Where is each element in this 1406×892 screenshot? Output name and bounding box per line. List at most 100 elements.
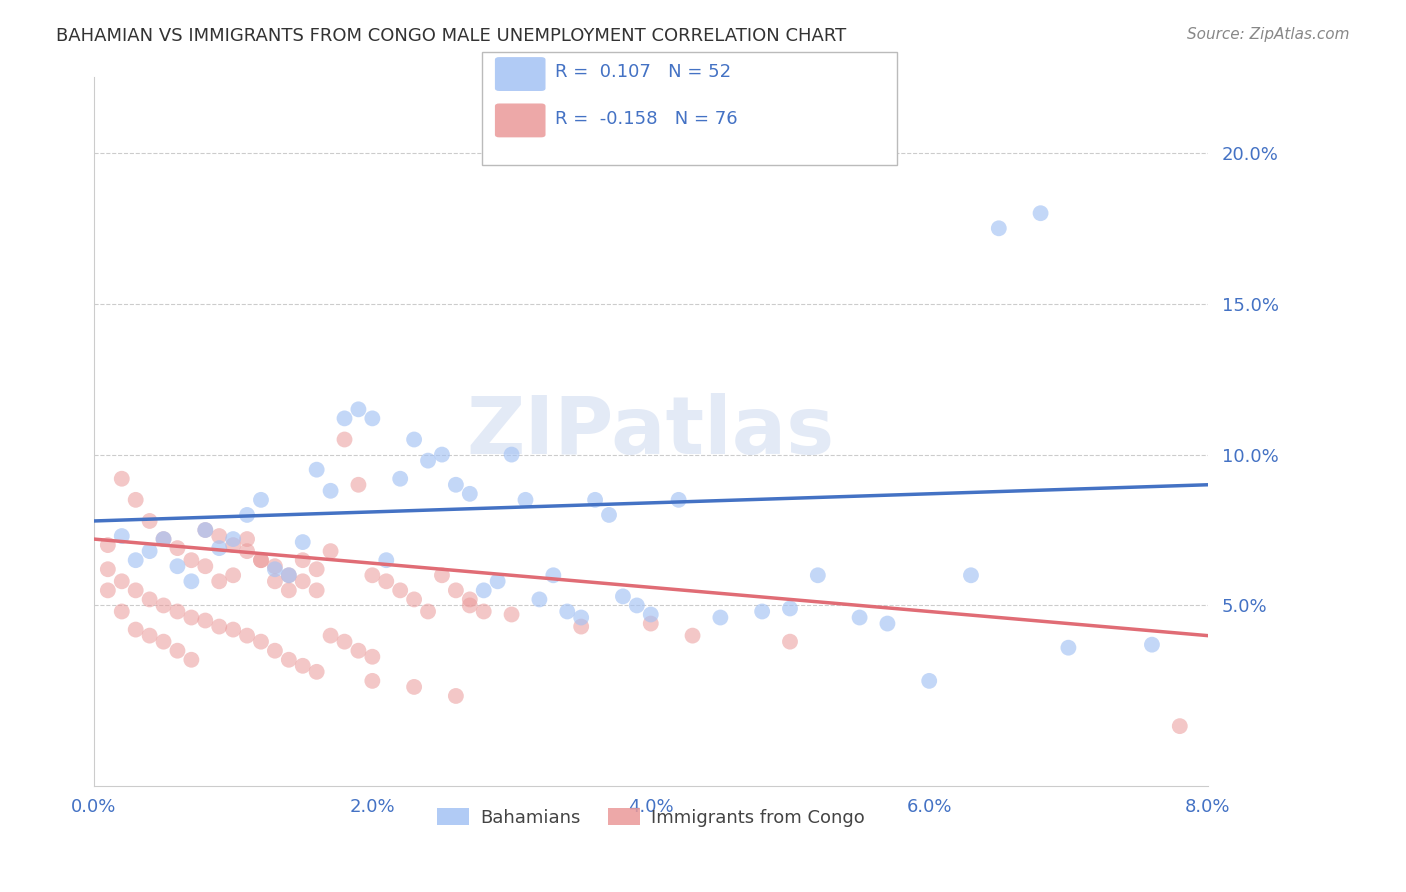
Point bbox=[640, 607, 662, 622]
Point bbox=[598, 508, 620, 522]
Point bbox=[918, 673, 941, 688]
Point bbox=[236, 508, 259, 522]
Point bbox=[375, 553, 398, 567]
Point bbox=[208, 574, 231, 589]
Point bbox=[444, 583, 467, 598]
Point bbox=[111, 574, 134, 589]
Point bbox=[277, 583, 299, 598]
Point bbox=[1140, 638, 1163, 652]
Point bbox=[152, 532, 174, 546]
Point bbox=[277, 568, 299, 582]
Point bbox=[404, 433, 426, 447]
Point bbox=[848, 610, 870, 624]
Point bbox=[389, 472, 412, 486]
Point bbox=[472, 583, 495, 598]
Point bbox=[194, 523, 217, 537]
Point bbox=[807, 568, 830, 582]
Legend: Bahamians, Immigrants from Congo: Bahamians, Immigrants from Congo bbox=[430, 801, 872, 834]
Point bbox=[501, 448, 523, 462]
Point bbox=[319, 629, 342, 643]
Point bbox=[222, 568, 245, 582]
Point bbox=[347, 643, 370, 657]
Point bbox=[876, 616, 898, 631]
Point bbox=[291, 574, 314, 589]
Point bbox=[501, 607, 523, 622]
Point bbox=[236, 544, 259, 558]
Point bbox=[305, 463, 328, 477]
Point bbox=[277, 568, 299, 582]
Point bbox=[97, 538, 120, 552]
Point bbox=[125, 583, 148, 598]
Point bbox=[291, 553, 314, 567]
Point bbox=[333, 411, 356, 425]
Point bbox=[208, 529, 231, 543]
Point bbox=[250, 553, 273, 567]
Point bbox=[222, 532, 245, 546]
Point bbox=[125, 623, 148, 637]
Point bbox=[152, 532, 174, 546]
Point bbox=[250, 492, 273, 507]
Point bbox=[960, 568, 983, 582]
Point bbox=[138, 544, 160, 558]
Point bbox=[458, 592, 481, 607]
Point bbox=[166, 541, 188, 555]
Point bbox=[194, 523, 217, 537]
Point bbox=[347, 402, 370, 417]
Point bbox=[361, 673, 384, 688]
Point bbox=[779, 634, 801, 648]
Point bbox=[472, 605, 495, 619]
Point bbox=[180, 553, 202, 567]
Point bbox=[152, 634, 174, 648]
Point bbox=[430, 568, 453, 582]
Point bbox=[305, 583, 328, 598]
Point bbox=[166, 605, 188, 619]
Point bbox=[277, 653, 299, 667]
Point bbox=[180, 610, 202, 624]
Point bbox=[444, 477, 467, 491]
Point bbox=[125, 553, 148, 567]
Point bbox=[375, 574, 398, 589]
Point bbox=[987, 221, 1010, 235]
Point bbox=[111, 472, 134, 486]
Point bbox=[626, 599, 648, 613]
Point bbox=[361, 411, 384, 425]
Point bbox=[111, 605, 134, 619]
Point bbox=[208, 541, 231, 555]
Text: BAHAMIAN VS IMMIGRANTS FROM CONGO MALE UNEMPLOYMENT CORRELATION CHART: BAHAMIAN VS IMMIGRANTS FROM CONGO MALE U… bbox=[56, 27, 846, 45]
Point bbox=[180, 574, 202, 589]
Point bbox=[1057, 640, 1080, 655]
Point bbox=[152, 599, 174, 613]
Point bbox=[751, 605, 773, 619]
Point bbox=[779, 601, 801, 615]
Point bbox=[529, 592, 551, 607]
Point bbox=[389, 583, 412, 598]
Point bbox=[291, 535, 314, 549]
Point bbox=[486, 574, 509, 589]
Point bbox=[458, 487, 481, 501]
Point bbox=[319, 483, 342, 498]
Point bbox=[555, 605, 578, 619]
Point bbox=[668, 492, 690, 507]
Point bbox=[166, 643, 188, 657]
Point bbox=[709, 610, 731, 624]
Point bbox=[1168, 719, 1191, 733]
Point bbox=[194, 559, 217, 574]
Text: ZIPatlas: ZIPatlas bbox=[467, 393, 835, 471]
Point bbox=[404, 592, 426, 607]
Point bbox=[361, 568, 384, 582]
Point bbox=[305, 665, 328, 679]
Point bbox=[264, 643, 287, 657]
Point bbox=[125, 492, 148, 507]
Point bbox=[612, 590, 634, 604]
Point bbox=[138, 629, 160, 643]
Point bbox=[236, 629, 259, 643]
Point bbox=[416, 453, 439, 467]
Point bbox=[138, 592, 160, 607]
Point bbox=[264, 562, 287, 576]
Point bbox=[347, 477, 370, 491]
Point bbox=[138, 514, 160, 528]
Point bbox=[264, 559, 287, 574]
Point bbox=[97, 562, 120, 576]
Point bbox=[1029, 206, 1052, 220]
Point bbox=[250, 634, 273, 648]
